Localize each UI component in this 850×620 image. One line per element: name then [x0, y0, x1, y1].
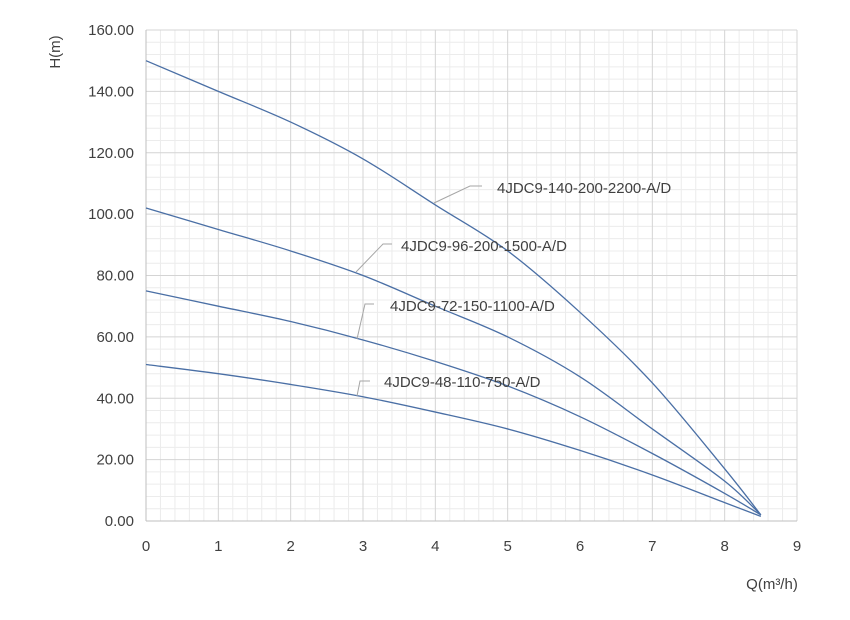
series-line-1 [145, 60, 762, 516]
y-tick-label: 80.00 [96, 268, 134, 285]
callout-leader-line [356, 303, 374, 340]
y-tick-label: 60.00 [96, 329, 134, 346]
series-label: 4JDC9-48-110-750-A/D [384, 374, 541, 391]
y-tick-label: 160.00 [88, 22, 134, 39]
y-tick-label: 0.00 [105, 513, 134, 530]
y-axis-title: H(m) [47, 35, 64, 68]
x-tick-label: 6 [576, 538, 584, 555]
x-tick-label: 4 [431, 538, 439, 555]
y-tick-label: 40.00 [96, 390, 134, 407]
callout-leader-line [356, 380, 370, 397]
y-tick-label: 120.00 [88, 145, 134, 162]
x-tick-label: 5 [503, 538, 511, 555]
series-line-2 [145, 207, 762, 516]
x-tick-label: 8 [720, 538, 728, 555]
series-label: 4JDC9-140-200-2200-A/D [497, 180, 671, 197]
series-label: 4JDC9-96-200-1500-A/D [401, 238, 567, 255]
callout-leader-line [433, 185, 482, 204]
x-tick-label: 7 [648, 538, 656, 555]
series-lines [145, 60, 762, 518]
tick-labels: 0.00 20.00 40.00 60.00 80.00 100.00 120.00 140.… [88, 22, 801, 555]
y-tick-label: 20.00 [96, 452, 134, 469]
series-callouts: 4JDC9-140-200-2200-A/D 4JDC9-96-200-1500-… [355, 180, 671, 397]
x-tick-label: 9 [793, 538, 801, 555]
x-tick-label: 3 [359, 538, 367, 555]
y-tick-label: 100.00 [88, 206, 134, 223]
x-axis-title: Q(m³/h) [746, 576, 798, 593]
callout-leader-line [355, 243, 392, 273]
axes [145, 30, 797, 522]
series-line-4 [145, 363, 762, 518]
x-tick-label: 0 [142, 538, 150, 555]
series-line-3 [145, 290, 762, 516]
x-tick-label: 1 [214, 538, 222, 555]
x-tick-label: 2 [286, 538, 294, 555]
y-tick-label: 140.00 [88, 83, 134, 100]
series-label: 4JDC9-72-150-1100-A/D [390, 298, 555, 315]
major-gridlines [146, 29, 798, 521]
